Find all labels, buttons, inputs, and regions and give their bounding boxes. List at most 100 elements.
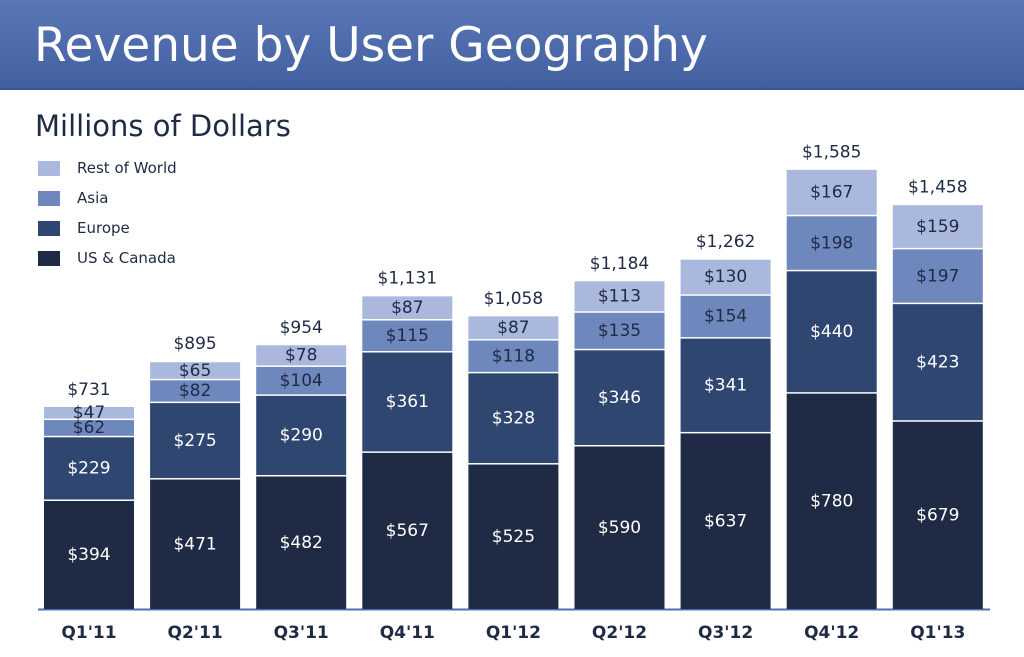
bar-segment-asia-1 (44, 420, 134, 436)
segment-label-rest-of-world-7: $130 (704, 267, 747, 287)
chart-subtitle: Millions of Dollars (35, 109, 291, 143)
segment-label-rest-of-world-8: $167 (810, 183, 853, 203)
segment-label-rest-of-world-2: $65 (179, 361, 211, 381)
segment-label-rest-of-world-5: $87 (497, 318, 529, 338)
total-label-5: $1,058 (484, 289, 543, 309)
header-banner: Revenue by User Geography (0, 0, 1024, 90)
bar-segment-rest-of-world-8 (786, 169, 877, 215)
bar-segment-us-and-canada-4 (362, 452, 453, 609)
bar-segment-rest-of-world-6 (574, 281, 665, 312)
segment-label-us-and-canada-5: $525 (492, 527, 535, 547)
bar-segment-asia-4 (362, 320, 453, 352)
bar-segment-us-and-canada-8 (786, 393, 877, 609)
legend-label-asia: Asia (77, 189, 109, 207)
bar-segment-asia-2 (150, 380, 241, 402)
segment-label-asia-7: $154 (704, 307, 747, 327)
bar-segment-rest-of-world-3 (256, 345, 347, 366)
bar-segment-europe-1 (44, 437, 134, 500)
bar-segment-us-and-canada-6 (574, 446, 665, 609)
bar-segment-asia-6 (574, 312, 665, 349)
x-tick-label-9: Q1'13 (910, 623, 965, 643)
segment-label-europe-1: $229 (67, 459, 110, 479)
segment-label-us-and-canada-4: $567 (386, 521, 429, 541)
total-label-2: $895 (173, 334, 216, 354)
bar-segment-us-and-canada-7 (680, 433, 771, 609)
bar-segment-rest-of-world-5 (468, 316, 559, 340)
segment-label-europe-4: $361 (386, 392, 429, 412)
x-tick-label-8: Q4'12 (804, 623, 859, 643)
segment-label-us-and-canada-9: $679 (916, 506, 959, 526)
segment-label-asia-4: $115 (386, 326, 429, 346)
segment-label-asia-3: $104 (280, 371, 323, 391)
segment-label-europe-9: $423 (916, 352, 959, 372)
total-label-6: $1,184 (590, 254, 649, 274)
total-label-8: $1,585 (802, 142, 861, 162)
legend-label-europe: Europe (77, 219, 130, 237)
bar-segment-asia-9 (892, 249, 983, 303)
page-title: Revenue by User Geography (34, 18, 708, 73)
bar-segment-europe-9 (892, 304, 983, 421)
total-label-7: $1,262 (696, 232, 755, 252)
segment-label-asia-9: $197 (916, 266, 959, 286)
total-label-9: $1,458 (908, 178, 967, 198)
segment-label-europe-3: $290 (280, 426, 323, 446)
segment-label-rest-of-world-1: $47 (73, 403, 105, 423)
segment-label-asia-5: $118 (492, 346, 535, 366)
segment-label-us-and-canada-7: $637 (704, 511, 747, 531)
bar-segment-rest-of-world-9 (892, 205, 983, 248)
segment-label-rest-of-world-4: $87 (391, 298, 423, 318)
bar-segment-us-and-canada-2 (150, 479, 241, 609)
legend-swatch-europe (38, 221, 60, 236)
total-label-4: $1,131 (378, 269, 437, 289)
bar-segment-rest-of-world-7 (680, 259, 771, 295)
x-tick-label-1: Q1'11 (61, 623, 116, 643)
total-label-3: $954 (280, 318, 323, 338)
x-tick-label-4: Q4'11 (380, 623, 435, 643)
bar-segment-europe-6 (574, 350, 665, 445)
segment-label-europe-5: $328 (492, 408, 535, 428)
segment-label-asia-1: $62 (73, 418, 105, 438)
bar-segment-asia-3 (256, 366, 347, 395)
segment-label-asia-8: $198 (810, 233, 853, 253)
segment-label-europe-7: $341 (704, 376, 747, 396)
bar-segment-us-and-canada-5 (468, 464, 559, 609)
segment-label-rest-of-world-6: $113 (598, 287, 641, 307)
segment-label-europe-6: $346 (598, 388, 641, 408)
x-tick-label-2: Q2'11 (168, 623, 223, 643)
bar-segment-us-and-canada-3 (256, 476, 347, 609)
segment-label-europe-2: $275 (173, 431, 216, 451)
segment-label-us-and-canada-3: $482 (280, 533, 323, 553)
bar-segment-europe-8 (786, 271, 877, 393)
x-tick-label-3: Q3'11 (274, 623, 329, 643)
bar-segment-us-and-canada-9 (892, 421, 983, 609)
bar-segment-europe-5 (468, 373, 559, 464)
bar-segment-europe-7 (680, 338, 771, 432)
total-label-1: $731 (67, 380, 110, 400)
bar-segment-europe-2 (150, 403, 241, 479)
bar-segment-europe-3 (256, 395, 347, 476)
x-tick-label-7: Q3'12 (698, 623, 753, 643)
segment-label-us-and-canada-6: $590 (598, 518, 641, 538)
legend-label-rest-of-world: Rest of World (77, 159, 177, 177)
segment-label-us-and-canada-2: $471 (173, 535, 216, 555)
bar-segment-us-and-canada-1 (44, 500, 134, 609)
bar-segment-asia-5 (468, 340, 559, 372)
segment-label-us-and-canada-1: $394 (67, 545, 110, 565)
x-tick-label-6: Q2'12 (592, 623, 647, 643)
segment-label-rest-of-world-9: $159 (916, 217, 959, 237)
legend-swatch-asia (38, 191, 60, 206)
legend-swatch-rest-of-world (38, 161, 60, 176)
segment-label-europe-8: $440 (810, 322, 853, 342)
legend-label-us-canada: US & Canada (77, 249, 176, 267)
legend-swatch-us-canada (38, 251, 60, 266)
bar-segment-rest-of-world-2 (150, 362, 241, 379)
bar-segment-rest-of-world-1 (44, 407, 134, 419)
bar-segment-asia-8 (786, 216, 877, 270)
x-tick-label-5: Q1'12 (486, 623, 541, 643)
segment-label-rest-of-world-3: $78 (285, 346, 317, 366)
bar-segment-asia-7 (680, 295, 771, 338)
segment-label-asia-2: $82 (179, 381, 211, 401)
bar-segment-rest-of-world-4 (362, 296, 453, 320)
segment-label-asia-6: $135 (598, 321, 641, 341)
